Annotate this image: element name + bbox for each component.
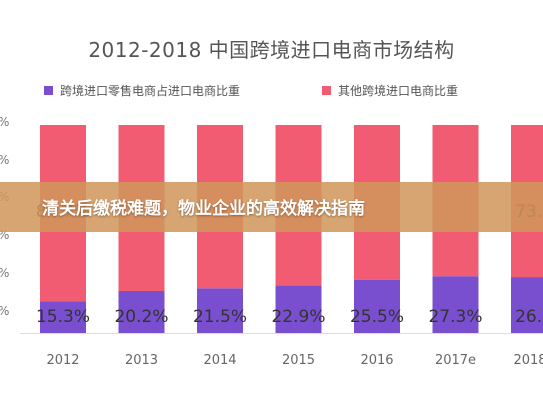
y-tick-label: % xyxy=(0,228,9,242)
data-label-retail: 22.9% xyxy=(271,307,325,327)
bar-segment-retail xyxy=(40,301,86,333)
data-label-retail: 15.3% xyxy=(36,307,90,327)
headline-banner: 清关后缴税难题，物业企业的高效解决指南 xyxy=(0,182,543,232)
legend-swatch-other xyxy=(322,85,331,95)
bar-segment-retail xyxy=(197,288,243,333)
data-label-retail: 25.5% xyxy=(350,307,404,327)
legend-item-other: 其他跨境进口电商比重 xyxy=(322,82,458,98)
x-tick-label: 2013 xyxy=(125,353,158,368)
legend-label-other: 其他跨境进口电商比重 xyxy=(338,83,459,98)
data-label-retail: 20.2% xyxy=(114,307,168,327)
x-tick-label: 2017e xyxy=(435,353,476,368)
data-label-retail: 27.3% xyxy=(428,307,482,327)
headline-text: 清关后缴税难题，物业企业的高效解决指南 xyxy=(42,199,365,219)
data-label-retail: 26.9 xyxy=(515,307,543,327)
y-tick-label: % xyxy=(0,304,9,318)
bar-segment-retail xyxy=(354,279,400,333)
data-label-retail: 21.5% xyxy=(193,307,247,327)
y-tick-label: % xyxy=(0,115,9,129)
chart-title: 2012-2018 中国跨境进口电商市场结构 xyxy=(88,38,455,62)
x-tick-label: 2018e xyxy=(513,353,543,368)
legend-item-retail: 跨境进口零售电商占进口电商比重 xyxy=(44,82,240,98)
bar-segment-retail xyxy=(275,285,322,333)
bar-segment-retail xyxy=(511,277,543,333)
x-tick-label: 2016 xyxy=(360,353,393,368)
legend-label-retail: 跨境进口零售电商占进口电商比重 xyxy=(60,83,241,98)
y-tick-label: % xyxy=(0,266,9,280)
x-tick-label: 2012 xyxy=(46,353,79,368)
x-tick-label: 2014 xyxy=(203,353,236,368)
y-tick-label: % xyxy=(0,153,9,167)
legend-swatch-retail xyxy=(44,85,53,95)
x-tick-label: 2015 xyxy=(282,353,315,368)
bar-segment-retail xyxy=(432,276,479,333)
bar-segment-retail xyxy=(118,290,165,333)
